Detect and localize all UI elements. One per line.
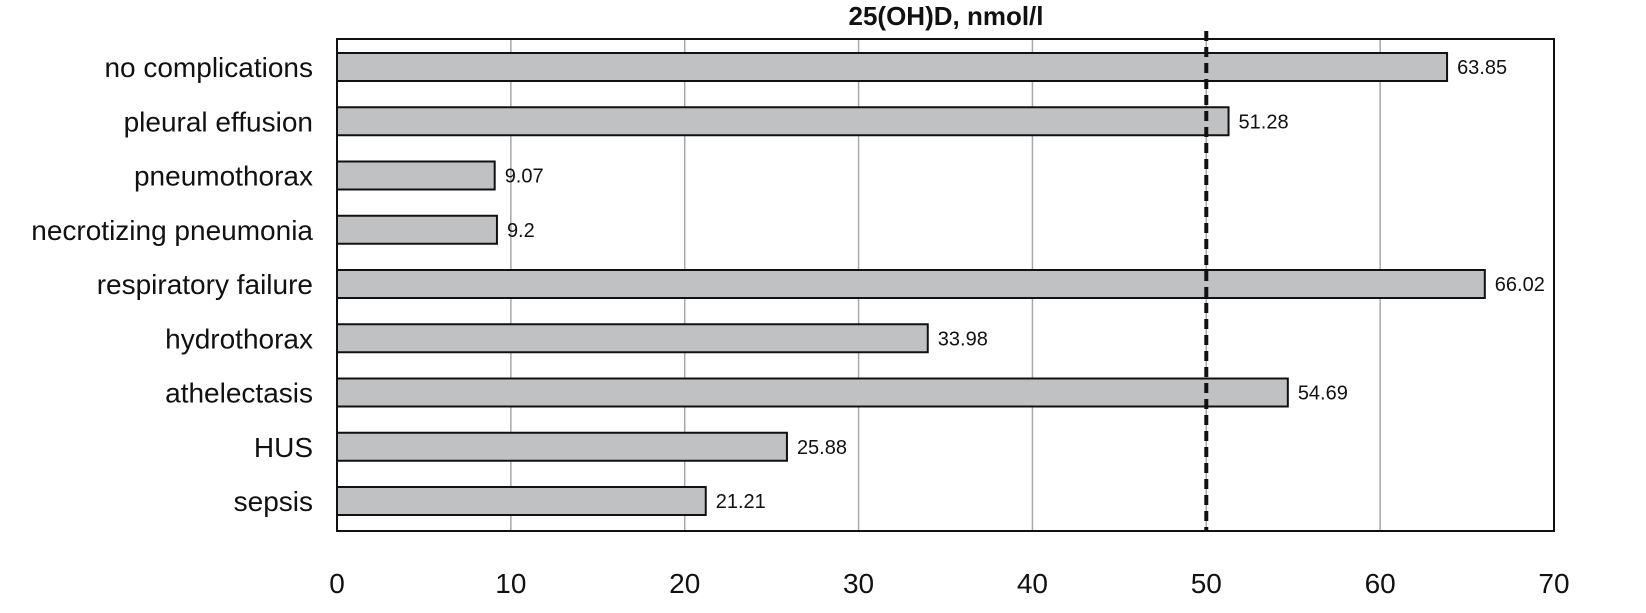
x-tick-label-70: 70 — [1538, 568, 1569, 599]
bar-athelectasis — [336, 377, 1289, 408]
x-tick-label-20: 20 — [669, 568, 700, 599]
category-label-pleural-effusion: pleural effusion — [124, 106, 313, 137]
data-label-no-complications: 63.85 — [1457, 57, 1507, 79]
x-tick-label-0: 0 — [329, 568, 345, 599]
category-label-sepsis: sepsis — [234, 486, 313, 517]
bars — [336, 52, 1486, 516]
bar-sepsis — [336, 486, 707, 516]
bar-hydrothorax — [336, 323, 929, 354]
category-label-hus: HUS — [254, 432, 313, 463]
x-tick-label-60: 60 — [1365, 568, 1396, 599]
category-label-hydrothorax: hydrothorax — [165, 323, 313, 354]
bar-necrotizing-pneumonia — [336, 214, 498, 245]
data-label-athelectasis: 54.69 — [1298, 383, 1348, 405]
x-axis-tick-labels: 0 10 20 30 40 50 60 70 — [329, 568, 1569, 599]
data-label-respiratory-failure: 66.02 — [1495, 274, 1545, 296]
data-label-sepsis: 21.21 — [716, 491, 766, 513]
category-labels: no complications pleural effusion pneumoth… — [31, 52, 313, 517]
x-tick-label-40: 40 — [1017, 568, 1048, 599]
bar-pleural-effusion — [336, 106, 1230, 137]
data-label-necrotizing-pneumonia: 9.2 — [507, 220, 535, 242]
data-label-hus: 25.88 — [797, 437, 847, 459]
category-label-necrotizing-pneumonia: necrotizing pneumonia — [31, 215, 313, 246]
data-labels: 63.85 51.28 9.07 9.2 66.02 33.98 54.69 25.88 21.… — [505, 57, 1545, 513]
plot-frame — [336, 38, 1555, 532]
x-tick-label-30: 30 — [843, 568, 874, 599]
data-label-hydrothorax: 33.98 — [938, 328, 988, 350]
x-tick-label-10: 10 — [495, 568, 526, 599]
data-label-pneumothorax: 9.07 — [505, 166, 544, 188]
x-tick-label-50: 50 — [1191, 568, 1222, 599]
category-label-no-complications: no complications — [104, 52, 313, 83]
bar-no-complications — [336, 52, 1449, 82]
category-label-respiratory-failure: respiratory failure — [97, 269, 313, 300]
bar-respiratory-failure — [336, 269, 1486, 299]
bar-hus — [336, 431, 788, 462]
chart-title: 25(OH)D, nmol/l — [848, 1, 1043, 31]
data-label-pleural-effusion: 51.28 — [1239, 111, 1289, 133]
category-label-athelectasis: athelectasis — [165, 378, 313, 409]
bar-pneumothorax — [336, 160, 496, 191]
category-label-pneumothorax: pneumothorax — [134, 161, 313, 192]
